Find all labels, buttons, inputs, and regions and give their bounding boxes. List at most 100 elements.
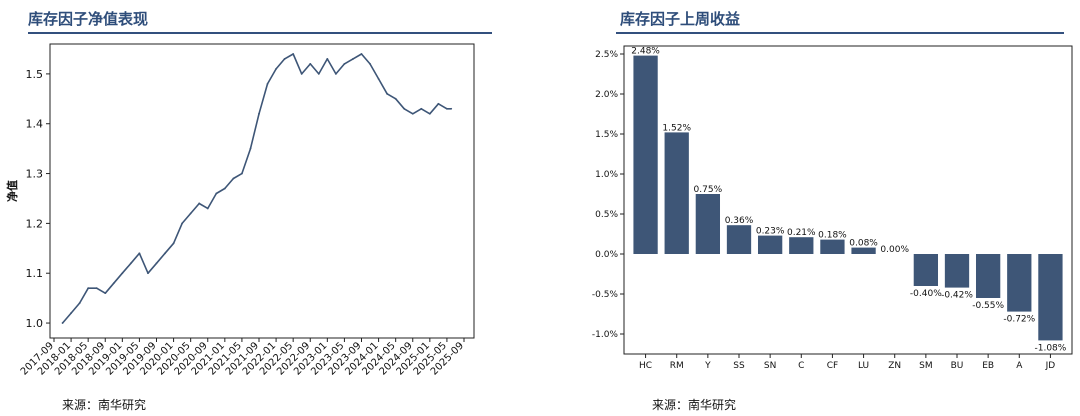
nav-data-point	[283, 58, 286, 60]
nav-data-point	[232, 177, 235, 180]
nav-data-point	[104, 292, 107, 295]
nav-data-point	[403, 107, 406, 110]
right-title-rule	[616, 32, 1064, 34]
nav-data-point	[181, 222, 184, 225]
bar-value-label: 1.52%	[662, 123, 691, 133]
x-tick-label: CF	[827, 361, 838, 371]
x-tick-label: SN	[764, 361, 776, 371]
right-source-note: 来源：南华研究	[652, 398, 737, 412]
nav-data-point	[394, 97, 397, 100]
nav-data-point	[428, 112, 431, 115]
nav-data-point	[95, 287, 98, 290]
nav-data-point	[300, 72, 303, 75]
bar-value-label: 0.18%	[818, 231, 847, 241]
nav-data-point	[241, 172, 243, 175]
nav-data-point	[87, 287, 90, 290]
y-axis-label: 净值	[5, 180, 19, 202]
nav-data-point	[360, 53, 363, 55]
x-tick-label: Y	[704, 361, 711, 371]
nav-data-point	[61, 322, 64, 324]
bar-a	[1007, 254, 1032, 312]
bar-rm	[664, 132, 689, 254]
bar-sn	[757, 235, 783, 254]
bar-cf	[820, 239, 845, 254]
bar-value-label: 0.23%	[756, 227, 785, 237]
y-tick-label: -1.0%	[592, 330, 619, 340]
x-tick-label: SM	[919, 361, 932, 371]
x-tick-label: RM	[670, 361, 684, 371]
x-tick-label: JD	[1045, 361, 1056, 371]
x-tick-label: C	[798, 361, 804, 371]
right-chart-title: 库存因子上周收益	[620, 10, 741, 28]
left-title-rule	[28, 32, 492, 34]
nav-data-point	[420, 107, 423, 110]
nav-data-point	[377, 77, 380, 80]
x-tick-label: EB	[982, 361, 994, 371]
bar-value-label: -0.72%	[1003, 315, 1035, 325]
nav-data-point	[450, 107, 453, 110]
y-tick-label: 1.4	[26, 118, 44, 131]
nav-data-point	[326, 58, 329, 60]
nav-data-point	[258, 112, 260, 115]
nav-data-point	[411, 112, 414, 115]
nav-data-point	[317, 72, 320, 75]
nav-data-point	[437, 102, 440, 105]
x-tick-label: A	[1016, 361, 1023, 371]
bar-value-label: -1.08%	[1035, 343, 1067, 353]
y-tick-label: 0.0%	[595, 250, 618, 260]
x-tick-label: LU	[858, 361, 869, 371]
bar-lu	[851, 247, 876, 254]
left-source-note: 来源：南华研究	[62, 398, 147, 412]
nav-data-point	[369, 63, 371, 65]
nav-data-point	[198, 202, 201, 205]
bar-value-label: -0.40%	[910, 289, 942, 299]
nav-data-point	[155, 262, 158, 265]
x-tick-label: HC	[639, 361, 652, 371]
nav-data-point	[266, 82, 269, 85]
x-tick-label: SS	[733, 361, 745, 371]
y-tick-label: 2.5%	[595, 50, 618, 60]
weekly-return-bar-chart: -1.0% -0.5% 0.0% 0.5% 1.0% 1.5% 2.0% 2.5% 2.48% H…	[592, 45, 1073, 371]
nav-data-point	[112, 282, 115, 285]
nav-data-point	[172, 242, 175, 245]
x-tick-label: ZN	[888, 361, 901, 371]
bar-bu	[944, 254, 970, 288]
nav-data-point	[309, 63, 312, 65]
bar-value-label: 2.48%	[631, 47, 660, 57]
bar-eb	[975, 254, 1001, 298]
bar-y	[695, 194, 721, 254]
nav-data-point	[189, 212, 192, 215]
bar-jd	[1038, 254, 1063, 341]
y-tick-label: 1.3	[26, 168, 44, 181]
y-tick-label: -0.5%	[592, 290, 619, 300]
y-tick-label: 0.5%	[595, 210, 618, 220]
y-tick-label: 1.0%	[595, 170, 618, 180]
nav-data-point	[206, 207, 209, 210]
y-tick-label: 1.0	[26, 317, 44, 330]
bar-ss	[726, 225, 752, 254]
nav-data-point	[129, 262, 132, 265]
nav-series-line-0	[61, 53, 452, 324]
nav-line-chart: 1.01.11.21.31.41.52017-092018-012018-052…	[5, 43, 475, 378]
nav-data-point	[138, 252, 141, 255]
bar-c	[789, 237, 814, 254]
y-tick-label: 1.5%	[595, 130, 618, 140]
bar-hc	[633, 55, 658, 254]
y-tick-label: 1.2	[26, 217, 44, 230]
y-tick-label: 2.0%	[595, 90, 618, 100]
plot-frame	[623, 45, 1073, 355]
nav-data-point	[352, 58, 354, 60]
nav-data-point	[446, 107, 448, 110]
bar-sm	[913, 254, 939, 286]
x-tick-label: BU	[951, 361, 964, 371]
bar-value-label: 0.36%	[725, 216, 754, 226]
nav-data-point	[386, 92, 389, 95]
y-tick-label: 1.1	[26, 267, 44, 280]
nav-data-point	[147, 272, 149, 275]
bar-value-label: 0.75%	[694, 185, 723, 195]
bar-value-label: -0.55%	[972, 301, 1004, 311]
left-chart-title: 库存因子净值表现	[28, 10, 149, 28]
nav-data-point	[121, 272, 124, 275]
bar-value-label: 0.21%	[787, 228, 816, 238]
nav-data-point	[292, 53, 295, 55]
